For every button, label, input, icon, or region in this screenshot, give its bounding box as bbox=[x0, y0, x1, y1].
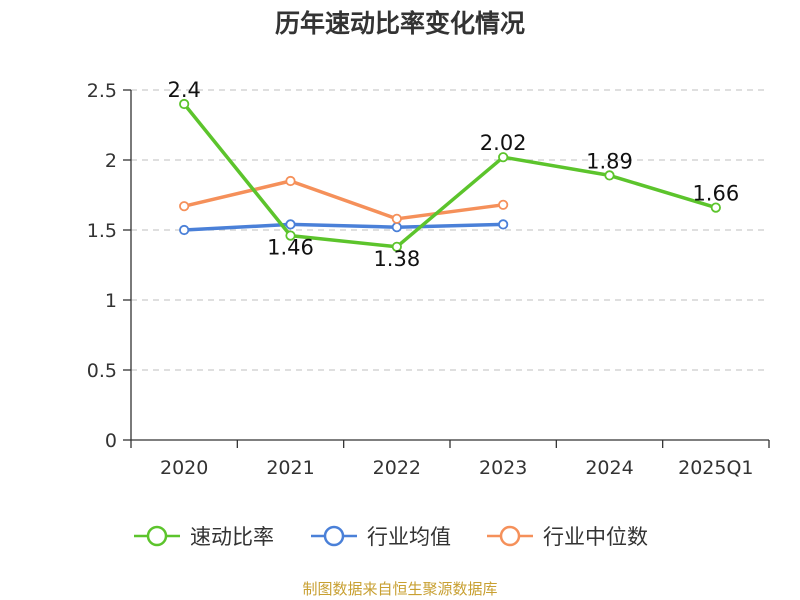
data-point[interactable] bbox=[498, 152, 509, 163]
legend-label[interactable]: 速动比率 bbox=[190, 525, 274, 549]
series-line-2 bbox=[182, 179, 505, 221]
y-tick-label: 2 bbox=[105, 150, 117, 172]
data-label: 1.38 bbox=[373, 247, 420, 271]
x-tick-label: 2023 bbox=[479, 457, 527, 479]
series-line-1 bbox=[182, 222, 505, 232]
legend-marker[interactable] bbox=[146, 525, 168, 547]
data-point[interactable] bbox=[285, 219, 296, 230]
data-point[interactable] bbox=[710, 202, 721, 213]
data-point[interactable] bbox=[498, 199, 509, 210]
x-tick-label: 2022 bbox=[373, 457, 421, 479]
x-tick-label: 2020 bbox=[160, 457, 208, 479]
data-point[interactable] bbox=[285, 175, 296, 187]
data-label: 1.46 bbox=[267, 236, 314, 260]
data-point[interactable] bbox=[498, 219, 509, 230]
data-point[interactable] bbox=[179, 224, 190, 236]
y-tick-label: 1 bbox=[105, 290, 117, 312]
data-labels: 2.4 1.46 1.38 2.02 1.89 1.66 bbox=[167, 78, 739, 271]
grid-lines bbox=[131, 89, 769, 371]
data-point[interactable] bbox=[604, 170, 615, 181]
data-label: 1.66 bbox=[692, 182, 739, 206]
legend-marker[interactable] bbox=[499, 525, 521, 547]
data-point[interactable] bbox=[391, 241, 402, 252]
data-point[interactable] bbox=[391, 213, 402, 224]
x-tick-label: 2025Q1 bbox=[678, 457, 753, 479]
data-point[interactable] bbox=[285, 230, 296, 241]
x-tick-label: 2021 bbox=[266, 457, 314, 479]
data-source-note: 制图数据来自恒生聚源数据库 bbox=[302, 580, 498, 598]
x-tick-label: 2024 bbox=[585, 457, 633, 479]
axes: 0 0.5 1 1.5 2 2.5 2020 2021 2022 2023 2024 2025Q1 bbox=[87, 80, 770, 479]
legend-marker[interactable] bbox=[323, 525, 345, 547]
legend-label[interactable]: 行业均值 bbox=[367, 525, 451, 549]
data-label: 1.89 bbox=[586, 149, 633, 173]
series-lines bbox=[179, 98, 721, 252]
legend[interactable]: 速动比率 行业均值 行业中位数 bbox=[134, 525, 648, 549]
data-point[interactable] bbox=[179, 201, 190, 212]
y-tick-label: 0.5 bbox=[87, 360, 117, 382]
data-point[interactable] bbox=[179, 98, 190, 110]
y-tick-label: 2.5 bbox=[87, 80, 117, 102]
data-label: 2.02 bbox=[480, 131, 527, 155]
y-tick-label: 1.5 bbox=[87, 220, 117, 242]
legend-label[interactable]: 行业中位数 bbox=[543, 525, 648, 549]
chart-title: 历年速动比率变化情况 bbox=[274, 9, 525, 38]
data-label: 2.4 bbox=[167, 78, 200, 102]
y-tick-label: 0 bbox=[105, 430, 117, 452]
series-line-0 bbox=[182, 102, 718, 249]
data-point[interactable] bbox=[391, 222, 402, 233]
